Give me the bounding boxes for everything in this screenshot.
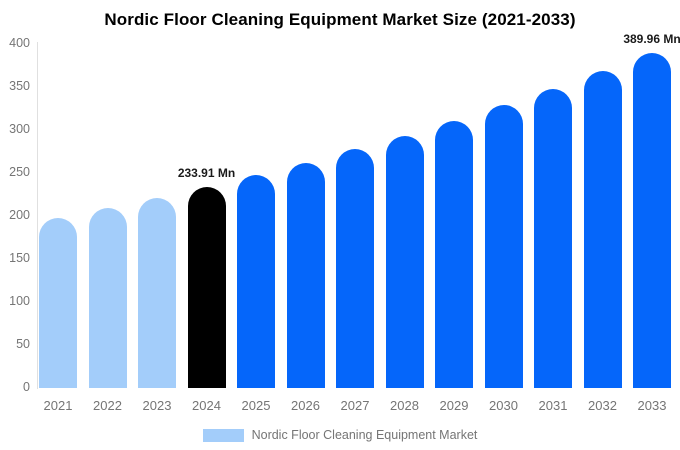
x-tick-label-2022: 2022 [93,398,122,413]
y-tick-label: 0 [23,380,30,394]
legend-swatch [202,428,244,442]
y-tick-label: 150 [9,251,30,265]
x-tick-label-2032: 2032 [588,398,617,413]
bar-2022 [88,208,127,388]
x-tick-label-2023: 2023 [142,398,172,413]
x-tick-label-2033: 2033 [637,398,667,413]
chart-legend[interactable]: Nordic Floor Cleaning Equipment Market [0,428,680,442]
bar-2029 [435,120,473,388]
x-tick-label-2026: 2026 [291,398,320,413]
bar-2033 [633,52,671,388]
bar-2032 [583,71,622,388]
x-tick-label-2021: 2021 [43,398,73,413]
x-tick-label-2031: 2031 [538,398,568,413]
bar-2024 [187,186,226,388]
bar-2023 [138,197,176,388]
y-tick-label: 400 [9,36,30,50]
bar-2028 [385,135,424,388]
x-tick-label-2028: 2028 [390,398,419,413]
y-tick-label: 50 [16,337,30,351]
chart-title: Nordic Floor Cleaning Equipment Market S… [104,10,576,29]
value-label-2024: 233.91 Mn [177,165,236,180]
bar-2021 [39,218,77,388]
y-tick-label: 200 [9,208,30,222]
legend-label: Nordic Floor Cleaning Equipment Market [251,428,478,442]
y-tick-label: 250 [9,165,30,179]
y-tick-label: 100 [9,294,30,308]
x-tick-label-2024: 2024 [192,398,221,413]
x-tick-label-2030: 2030 [489,398,518,413]
y-axis-line [37,42,38,389]
bar-2030 [484,105,523,388]
bar-2025 [237,175,275,388]
value-label-2033: 389.96 Mn [623,31,680,46]
x-tick-label-2029: 2029 [439,398,469,413]
y-tick-label: 350 [9,79,30,93]
bar-2031 [534,88,572,388]
x-tick-label-2025: 2025 [241,398,271,413]
bar-2026 [286,162,325,388]
y-tick-label: 300 [9,122,30,136]
bar-2027 [336,149,374,388]
x-tick-label-2027: 2027 [340,398,370,413]
